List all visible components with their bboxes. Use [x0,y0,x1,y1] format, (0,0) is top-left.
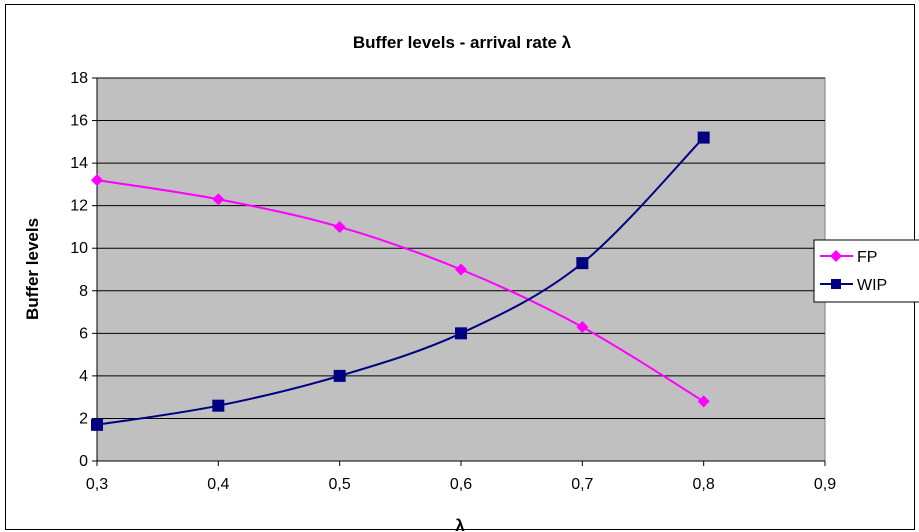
y-tick-label: 10 [70,240,88,257]
data-point-fp [455,263,467,276]
y-tick-label: 12 [70,198,88,215]
x-tick-label: 0,5 [329,476,351,493]
data-point-fp [333,220,346,233]
data-point-wip [576,257,589,270]
x-tick-label: 0,4 [207,476,229,493]
x-tick-label: 0,3 [86,476,108,493]
y-tick-label: 4 [79,368,88,385]
legend-box [813,239,919,303]
x-tick-label: 0,6 [450,476,472,493]
y-tick-label: 6 [79,325,88,342]
legend-label-fp: FP [857,249,877,266]
x-tick-label: 0,7 [571,476,593,493]
data-point-wip [333,369,346,382]
y-tick-label: 14 [70,155,88,172]
chart-title: Buffer levels - arrival rate λ [353,33,572,52]
series-layer [91,131,710,431]
y-tick-label: 18 [70,70,88,87]
data-point-fp [212,193,225,206]
x-axis-label: λ [455,516,465,532]
x-tick-label: 0,8 [693,476,715,493]
series-line-wip [96,136,705,426]
data-point-wip [91,418,103,431]
series-fp [91,174,710,408]
data-point-wip [212,399,225,412]
data-point-fp [576,320,589,333]
y-axis-label: Buffer levels [23,218,42,320]
series-line-fp [96,179,705,403]
y-tick-label: 0 [79,453,88,470]
y-tick-label: 16 [70,113,88,130]
data-point-wip [697,131,710,144]
x-tick-label: 0,9 [814,476,836,493]
y-axis-ticks: 0 2 4 6 8 10 12 14 16 18 [70,70,97,470]
y-tick-label: 8 [79,283,88,300]
legend: FP WIP [813,239,919,303]
legend-marker-fp [830,250,842,262]
data-point-fp [697,395,710,408]
series-wip [91,131,710,431]
data-point-wip [455,327,467,340]
x-axis-ticks: 0,3 0,4 0,5 0,6 0,7 0,8 0,9 [86,461,836,493]
data-point-fp [91,174,103,187]
legend-marker-wip [831,279,841,289]
y-tick-label: 2 [79,410,88,427]
legend-label-wip: WIP [857,277,887,294]
